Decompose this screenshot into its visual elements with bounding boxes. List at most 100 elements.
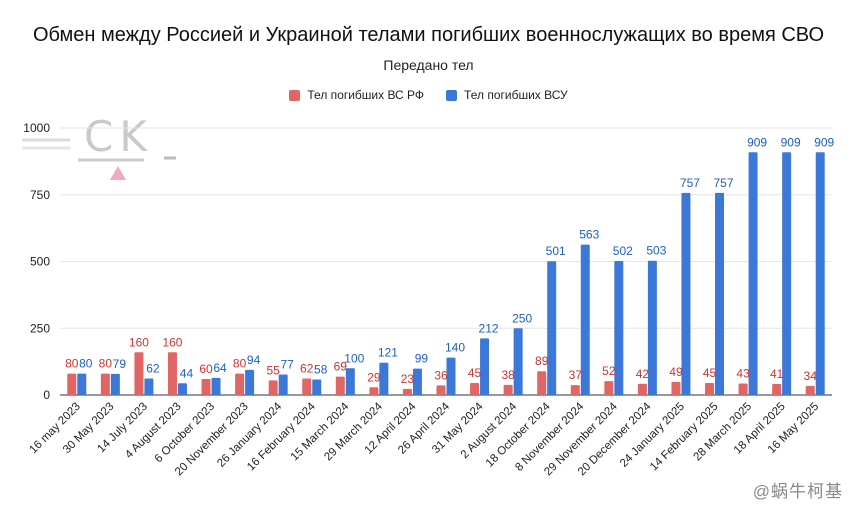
data-label-russia: 160 — [129, 335, 149, 349]
legend-label-russia: Тел погибших ВС РФ — [307, 88, 425, 102]
legend: Тел погибших ВС РФ Тел погибших ВСУ — [0, 88, 857, 102]
bar-ukraine — [547, 261, 557, 395]
data-label-russia: 29 — [367, 370, 381, 384]
legend-label-ukraine: Тел погибших ВСУ — [464, 88, 568, 102]
data-label-russia: 34 — [804, 369, 818, 383]
bar-russia — [335, 376, 345, 395]
bar-ukraine — [312, 379, 322, 395]
bar-russia — [268, 380, 278, 395]
data-label-ukraine: 80 — [79, 357, 93, 371]
bar-ukraine — [110, 373, 120, 395]
bar-ukraine — [211, 377, 221, 395]
data-label-russia: 160 — [162, 335, 182, 349]
bar-russia — [235, 373, 245, 395]
bar-russia — [671, 381, 681, 395]
data-label-russia: 89 — [535, 354, 549, 368]
watermark-logo — [22, 138, 176, 180]
bar-ukraine — [412, 368, 422, 395]
bar-russia — [470, 382, 480, 395]
data-label-russia: 62 — [300, 361, 314, 375]
bar-russia — [134, 352, 144, 395]
bar-russia — [772, 384, 782, 395]
bar-ukraine — [278, 374, 288, 395]
bar-ukraine — [513, 328, 523, 395]
data-label-russia: 69 — [334, 360, 348, 374]
y-tick-label: 500 — [30, 255, 50, 269]
legend-item-ukraine: Тел погибших ВСУ — [446, 88, 568, 102]
data-label-ukraine: 79 — [113, 357, 127, 371]
bar-russia — [637, 383, 647, 395]
chart-title: Обмен между Россией и Украиной телами по… — [32, 24, 825, 46]
bar-russia — [100, 373, 110, 395]
data-label-russia: 49 — [669, 365, 683, 379]
bar-ukraine — [177, 383, 187, 395]
bar-ukraine — [647, 260, 657, 395]
data-label-ukraine: 909 — [781, 135, 801, 149]
data-label-ukraine: 44 — [180, 366, 194, 380]
bar-russia — [738, 383, 748, 395]
data-label-russia: 42 — [636, 367, 650, 381]
data-label-russia: 36 — [434, 368, 448, 382]
data-label-ukraine: 99 — [415, 352, 429, 366]
y-tick-label: 0 — [43, 388, 50, 402]
bar-russia — [67, 373, 77, 395]
data-label-russia: 38 — [501, 368, 515, 382]
data-label-russia: 45 — [468, 366, 482, 380]
data-label-ukraine: 58 — [314, 363, 328, 377]
data-label-russia: 80 — [65, 357, 79, 371]
data-label-ukraine: 100 — [344, 351, 364, 365]
data-label-ukraine: 62 — [146, 361, 160, 375]
data-label-russia: 55 — [266, 363, 280, 377]
bar-ukraine — [815, 152, 825, 395]
data-label-ukraine: 909 — [814, 135, 834, 149]
x-tick-label: 28 March 2025 — [691, 401, 754, 464]
bar-russia — [705, 382, 715, 395]
data-label-ukraine: 140 — [445, 341, 465, 355]
chart-subtitle: Передано тел — [383, 57, 474, 73]
data-label-ukraine: 503 — [646, 244, 666, 258]
x-tick-label: 6 October 2023 — [153, 401, 218, 466]
data-label-ukraine: 64 — [213, 361, 227, 375]
data-label-russia: 45 — [703, 366, 717, 380]
bar-ukraine — [446, 357, 456, 395]
bar-russia — [805, 385, 815, 395]
data-label-ukraine: 501 — [546, 244, 566, 258]
bar-ukraine — [144, 378, 154, 395]
bar-ukraine — [681, 192, 691, 395]
x-tick-label: 15 March 2024 — [289, 400, 352, 463]
bar-russia — [369, 387, 379, 395]
bar-ukraine — [245, 369, 255, 395]
bar-ukraine — [715, 192, 725, 395]
data-label-russia: 41 — [770, 367, 784, 381]
legend-swatch-ukraine — [446, 89, 458, 101]
data-label-ukraine: 212 — [479, 321, 499, 335]
y-tick-label: 250 — [30, 321, 50, 335]
data-label-ukraine: 250 — [512, 311, 532, 325]
legend-swatch-russia — [289, 89, 301, 101]
bar-ukraine — [379, 362, 389, 395]
bar-russia — [604, 381, 614, 395]
data-label-ukraine: 77 — [280, 357, 294, 371]
data-label-ukraine: 757 — [680, 176, 700, 190]
data-label-russia: 60 — [199, 362, 213, 376]
data-label-russia: 37 — [569, 368, 583, 382]
data-label-ukraine: 502 — [613, 244, 633, 258]
bar-ukraine — [748, 152, 758, 395]
bar-russia — [436, 385, 446, 395]
bar-russia — [167, 352, 177, 395]
y-tick-label: 1000 — [23, 121, 50, 135]
data-label-russia: 52 — [602, 364, 616, 378]
bar-ukraine — [345, 368, 355, 395]
data-label-ukraine: 121 — [378, 346, 398, 360]
legend-item-russia: Тел погибших ВС РФ — [289, 88, 424, 102]
y-tick-label: 750 — [30, 188, 50, 202]
weibo-watermark: @蜗牛柯基 — [752, 482, 843, 501]
watermark-logo-text: CK — [84, 112, 153, 161]
bar-russia — [201, 378, 211, 395]
data-label-ukraine: 563 — [579, 228, 599, 242]
bar-russia — [570, 385, 580, 395]
bar-ukraine — [77, 373, 87, 395]
x-tick-label: 29 March 2024 — [322, 400, 385, 463]
bar-ukraine — [782, 152, 792, 395]
